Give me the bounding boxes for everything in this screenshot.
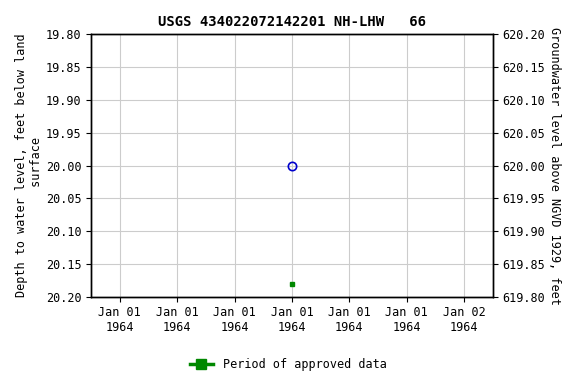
Y-axis label: Groundwater level above NGVD 1929, feet: Groundwater level above NGVD 1929, feet xyxy=(548,26,561,305)
Y-axis label: Depth to water level, feet below land
 surface: Depth to water level, feet below land su… xyxy=(15,34,43,297)
Legend: Period of approved data: Period of approved data xyxy=(185,354,391,376)
Title: USGS 434022072142201 NH-LHW   66: USGS 434022072142201 NH-LHW 66 xyxy=(158,15,426,29)
